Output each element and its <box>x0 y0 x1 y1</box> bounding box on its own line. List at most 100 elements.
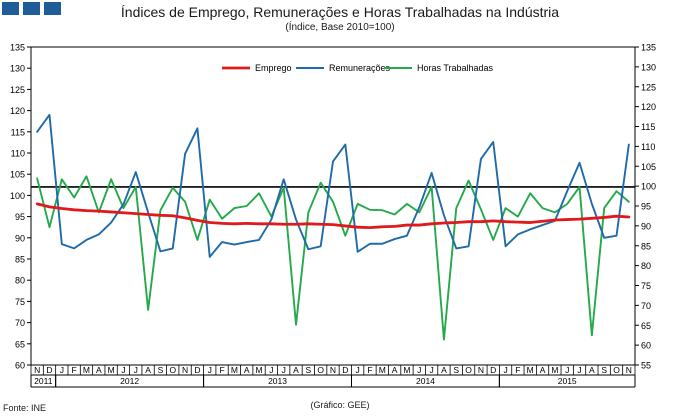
logo-square <box>23 2 40 15</box>
month-label: N <box>626 365 632 375</box>
year-label: 2014 <box>416 376 435 386</box>
legend-label: Emprego <box>255 63 292 73</box>
month-label: J <box>269 365 273 375</box>
month-label: D <box>342 365 348 375</box>
y-tick-label: 120 <box>10 106 25 116</box>
month-label: S <box>453 365 459 375</box>
chart-title: Índices de Emprego, Remunerações e Horas… <box>120 4 560 20</box>
y-tick-label: 60 <box>15 361 25 371</box>
series-line-remuneracoes <box>36 113 630 258</box>
month-label: J <box>577 365 581 375</box>
month-label: J <box>282 365 286 375</box>
month-label: J <box>417 365 421 375</box>
y2-tick-label: 85 <box>641 241 651 251</box>
month-label: A <box>589 365 595 375</box>
y2-tick-label: 120 <box>641 102 656 112</box>
month-label: M <box>527 365 534 375</box>
y-tick-label: 70 <box>15 318 25 328</box>
chart-credit: (Gráfico: GEE) <box>310 400 370 410</box>
month-label: O <box>169 365 176 375</box>
y-tick-label: 110 <box>11 149 25 159</box>
year-label: 2012 <box>120 376 139 386</box>
month-label: D <box>46 365 52 375</box>
y2-tick-label: 125 <box>641 82 656 92</box>
month-label: O <box>613 365 620 375</box>
y-tick-label: 75 <box>15 297 25 307</box>
logo-square <box>2 2 19 15</box>
legend-label: Horas Trabalhadas <box>417 63 494 73</box>
month-label: J <box>208 365 212 375</box>
y2-tick-label: 110 <box>641 142 655 152</box>
y-tick-label: 85 <box>15 255 25 265</box>
chart-subtitle: (Índice, Base 2010=100) <box>285 22 395 33</box>
y-tick-label: 115 <box>11 127 25 137</box>
y2-tick-label: 80 <box>641 261 651 271</box>
month-label: F <box>515 365 520 375</box>
month-label: M <box>403 365 410 375</box>
month-label: M <box>551 365 558 375</box>
y2-tick-label: 115 <box>641 122 655 132</box>
y2-tick-label: 95 <box>641 202 651 212</box>
month-label: A <box>96 365 102 375</box>
y2-tick-label: 90 <box>641 221 651 231</box>
y2-tick-label: 55 <box>641 361 651 371</box>
month-label: A <box>392 365 398 375</box>
y-tick-label: 80 <box>15 276 25 286</box>
month-label: M <box>108 365 115 375</box>
month-label: A <box>293 365 299 375</box>
month-label: A <box>540 365 546 375</box>
y2-tick-label: 60 <box>641 341 651 351</box>
month-label: F <box>219 365 224 375</box>
year-label: 2015 <box>558 376 577 386</box>
y2-tick-label: 130 <box>641 62 656 72</box>
series-line-horas-trabalhadas <box>36 175 630 341</box>
month-label: A <box>441 365 447 375</box>
month-label: S <box>306 365 312 375</box>
y-tick-label: 125 <box>10 85 25 95</box>
month-label: J <box>134 365 138 375</box>
month-label: N <box>478 365 484 375</box>
month-label: J <box>565 365 569 375</box>
month-label: J <box>356 365 360 375</box>
y2-tick-label: 105 <box>641 162 656 172</box>
month-label: F <box>72 365 77 375</box>
month-label: N <box>182 365 188 375</box>
month-label: M <box>379 365 386 375</box>
legend-label: Remunerações <box>329 63 391 73</box>
month-label: M <box>83 365 90 375</box>
y-tick-label: 130 <box>10 64 25 74</box>
month-label: M <box>231 365 238 375</box>
chart-source: Fonte: INE <box>3 403 47 413</box>
month-label: D <box>194 365 200 375</box>
month-label: J <box>121 365 125 375</box>
y-tick-label: 65 <box>15 339 25 349</box>
series-line-emprego <box>35 202 631 230</box>
month-label: O <box>465 365 472 375</box>
month-label: D <box>490 365 496 375</box>
month-label: N <box>330 365 336 375</box>
logo-square <box>44 2 61 15</box>
month-label: J <box>503 365 507 375</box>
month-label: N <box>34 365 40 375</box>
month-label: O <box>317 365 324 375</box>
y2-tick-label: 75 <box>641 281 651 291</box>
y2-tick-label: 65 <box>641 321 651 331</box>
month-label: S <box>158 365 164 375</box>
year-label: 2011 <box>34 376 53 386</box>
month-label: J <box>429 365 433 375</box>
month-label: A <box>244 365 250 375</box>
y2-tick-label: 100 <box>641 182 656 192</box>
year-label: 2013 <box>268 376 287 386</box>
y-tick-label: 135 <box>10 43 25 53</box>
y2-tick-label: 135 <box>641 43 656 53</box>
y-tick-label: 100 <box>10 191 25 201</box>
month-label: S <box>601 365 607 375</box>
y-tick-label: 95 <box>15 212 25 222</box>
month-label: F <box>367 365 372 375</box>
month-label: M <box>255 365 262 375</box>
y-tick-label: 105 <box>10 170 25 180</box>
y-tick-label: 90 <box>15 233 25 243</box>
y2-tick-label: 70 <box>641 301 651 311</box>
brand-logo <box>2 2 61 15</box>
